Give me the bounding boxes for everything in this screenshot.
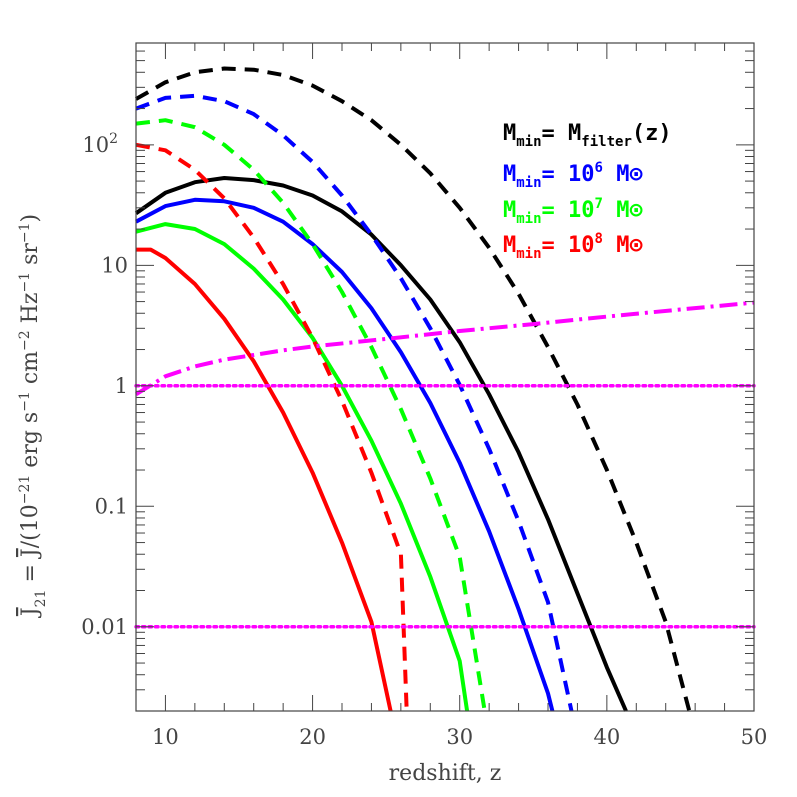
y-label-mid: =	[18, 557, 43, 589]
y-label-unit2: cm	[18, 351, 43, 391]
y-tick-label: 10	[101, 253, 128, 277]
legend-unit: M⊙	[603, 162, 643, 187]
x-tick-label: 50	[741, 725, 768, 749]
legend-value: 10	[568, 198, 595, 223]
legend-value: M	[568, 121, 581, 146]
plot-frame	[135, 42, 755, 712]
legend-sub: min	[516, 134, 541, 150]
y-label-exp4: −1	[17, 272, 33, 293]
y-label-exp2: −1	[17, 391, 33, 412]
y-label-rest: /(10	[18, 504, 43, 548]
series-line-red-dashed	[135, 142, 409, 712]
series-line-black-dashed	[135, 66, 692, 712]
y-tick-label: 0.01	[81, 615, 128, 639]
y-label-exp3: −2	[17, 330, 33, 351]
y-tick-exponent: 2	[109, 131, 118, 147]
legend-value: 10	[568, 233, 595, 258]
y-tick-base: 10	[82, 133, 109, 157]
y-tick-label: 1	[115, 374, 128, 398]
legend-sup: 8	[595, 231, 603, 247]
series-line-green-solid	[135, 222, 470, 712]
x-tick-label: 20	[299, 725, 326, 749]
legend-unit: M⊙	[603, 233, 643, 258]
y-tick-label: 102	[82, 131, 118, 157]
legend-sub: min	[516, 211, 541, 227]
series-line-blue-dashed	[135, 93, 574, 712]
legend-unit: M⊙	[603, 198, 643, 223]
x-tick-label: 30	[446, 725, 473, 749]
y-label-close: )	[18, 214, 43, 223]
y-label-unit1: erg s	[18, 412, 43, 475]
legend-eq: =	[542, 121, 569, 146]
legend-sub: min	[516, 175, 541, 191]
legend-value: 10	[568, 162, 595, 187]
y-label-jbar2: J	[18, 548, 43, 559]
x-axis-label: redshift, z	[389, 761, 502, 786]
y-label-unit3: Hz	[18, 293, 43, 331]
y-label-sub: 21	[33, 589, 49, 607]
y-tick-label: 0.1	[95, 494, 128, 518]
series-line-magenta-dashdot	[134, 300, 755, 397]
legend-value-tail: (z)	[632, 121, 672, 146]
y-label-exp1: −21	[17, 475, 33, 505]
legend-sup: 7	[595, 196, 603, 212]
legend-m: M	[503, 121, 516, 146]
legend-value-sub: filter	[581, 134, 632, 150]
series-line-blue-solid	[135, 197, 555, 712]
y-label-unit4: sr	[18, 243, 43, 272]
series-layer	[134, 66, 756, 712]
legend-entry-1e8: Mmin= 108 M⊙	[503, 231, 643, 262]
legend-sup: 6	[595, 160, 603, 176]
legend-eq: =	[542, 198, 569, 223]
legend-entry-1e6: Mmin= 106 M⊙	[503, 160, 643, 191]
legend-m: M	[503, 162, 516, 187]
ticks-layer	[135, 42, 755, 712]
y-label-jbar: J	[18, 607, 43, 618]
series-line-red-solid	[136, 247, 393, 712]
legend-m: M	[503, 233, 516, 258]
x-tick-label: 40	[593, 725, 620, 749]
legend: Mmin= Mfilter(z) Mmin= 106 M⊙ Mmin= 107 …	[503, 121, 672, 262]
legend-m: M	[503, 198, 516, 223]
legend-eq: =	[542, 233, 569, 258]
x-tick-label: 10	[152, 725, 179, 749]
y-label-exp5: −1	[17, 222, 33, 243]
y-axis-label: J21 = J/(10−21 erg s−1 cm−2 Hz−1 sr−1)	[17, 214, 49, 618]
legend-entry-filter: Mmin= Mfilter(z)	[503, 121, 672, 150]
legend-sub: min	[516, 246, 541, 262]
series-line-black-solid	[134, 176, 628, 712]
legend-eq: =	[542, 162, 569, 187]
legend-entry-1e7: Mmin= 107 M⊙	[503, 196, 643, 227]
series-line-green-dashed	[135, 118, 487, 712]
